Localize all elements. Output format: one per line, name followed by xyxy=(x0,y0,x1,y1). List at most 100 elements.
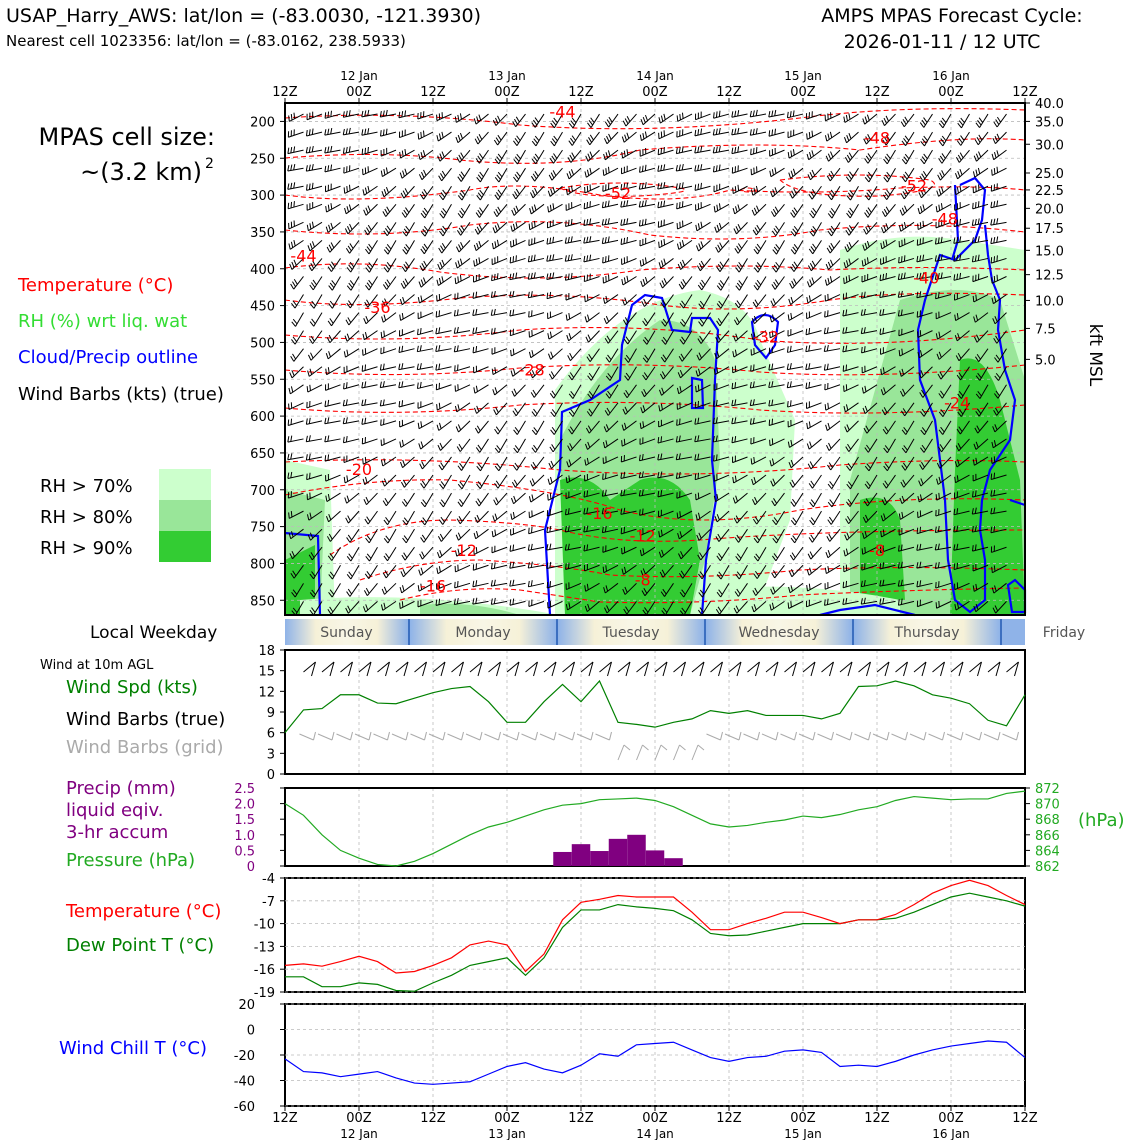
wind-barb xyxy=(532,439,544,453)
wind-barb-shaft xyxy=(806,385,822,389)
wind-barb-flag xyxy=(491,310,492,316)
wind-barb xyxy=(621,237,636,245)
wind-barb xyxy=(476,439,488,452)
wind-barb-flag xyxy=(808,266,811,271)
wind-barb-flag xyxy=(529,224,530,230)
wind-barb xyxy=(622,276,637,285)
wind-barb-shaft xyxy=(362,421,378,424)
wind-barb xyxy=(791,511,803,525)
wind-barb-flag xyxy=(439,248,442,253)
wind-barb-shaft xyxy=(940,168,951,180)
wind-barb xyxy=(827,529,840,541)
wind-barb-flag xyxy=(624,238,625,244)
wind-barb-flag xyxy=(811,518,815,523)
wind-barb-flag xyxy=(738,110,739,116)
wind-barb-shaft xyxy=(607,313,618,324)
wind-barb-flag xyxy=(496,138,499,143)
wind-barb-shaft xyxy=(850,168,859,181)
wind-barb-flag xyxy=(294,146,295,152)
wind-barb-flag xyxy=(645,219,646,225)
wind-barb-shaft xyxy=(824,367,840,370)
wind-barb-flag xyxy=(717,267,720,272)
wind-barb-shaft xyxy=(904,114,914,127)
wind-barb-flag xyxy=(602,238,603,244)
wind-barb-flag xyxy=(458,466,462,471)
wind-barb xyxy=(641,114,655,125)
wind-barb-shaft xyxy=(491,601,507,604)
wind-barb-shaft xyxy=(732,168,747,173)
wind-barb xyxy=(288,436,304,443)
temperature-contour-label: -48 xyxy=(932,210,958,229)
wind-barb-flag xyxy=(530,208,532,214)
wind-barb-flag xyxy=(828,278,829,284)
wind-barb-flag xyxy=(437,552,439,558)
wind-barb xyxy=(347,583,359,596)
wind-barb-flag xyxy=(291,356,294,361)
wind-barb-flag xyxy=(920,527,921,533)
wind-barb xyxy=(437,403,452,410)
wind-barb-flag xyxy=(568,274,569,280)
wind-barb-shaft xyxy=(828,547,840,558)
wind-barb-flag xyxy=(514,430,518,435)
wind-barb-flag xyxy=(491,292,492,298)
wind-barb-flag xyxy=(773,298,776,303)
wind-barb-flag xyxy=(474,408,476,414)
wind-barb-flag xyxy=(400,441,401,447)
wind-barb xyxy=(696,112,711,120)
wind-barb xyxy=(791,258,803,271)
wind-barb xyxy=(291,276,304,289)
wind-barb-flag xyxy=(492,275,493,281)
wind-barb-flag xyxy=(402,346,403,352)
wind-barb xyxy=(532,150,544,164)
wind-barb-shaft xyxy=(584,276,599,281)
wind-barb-flag xyxy=(788,314,789,320)
wind-barb-flag xyxy=(328,454,329,460)
wind-ytick-label: 6 xyxy=(267,727,275,742)
wind-barb-flag xyxy=(496,407,499,412)
wind-barb xyxy=(899,222,914,231)
wind-barb-shaft xyxy=(510,313,526,316)
wind-barb-flag xyxy=(495,367,496,373)
wind-barb xyxy=(825,582,840,589)
wind-barb-flag xyxy=(901,545,902,551)
wind-barb-flag xyxy=(957,141,960,146)
wind-barb-flag xyxy=(402,440,403,446)
wind-barb-shaft xyxy=(515,475,525,487)
wind-barb-flag xyxy=(384,587,386,593)
wind-barb-flag xyxy=(584,256,585,262)
wind-barb-flag xyxy=(868,224,871,229)
wind-barb-flag xyxy=(809,345,810,351)
wind-barb-flag xyxy=(514,159,518,164)
wind-barb-flag xyxy=(306,147,307,153)
wind-barb-flag xyxy=(900,210,902,216)
wind-barb-flag xyxy=(402,585,404,591)
wind-barb-flag xyxy=(789,173,791,179)
wind-barb-shaft xyxy=(400,331,415,337)
wind-barb xyxy=(826,150,840,161)
wind-barb-flag xyxy=(532,448,536,453)
wind-barb-flag xyxy=(439,278,440,284)
wind-barb-shaft xyxy=(495,511,507,521)
wind-barb-flag xyxy=(289,116,290,122)
wind-barb-shaft xyxy=(292,367,303,378)
wind-barb-flag xyxy=(642,219,643,225)
wind-barb-flag xyxy=(402,400,403,406)
wind-barb-flag xyxy=(976,295,977,301)
wind-barb-flag xyxy=(828,231,832,236)
wind-barb-flag xyxy=(678,264,680,270)
wind-barb-flag xyxy=(531,580,532,586)
wind-barb xyxy=(771,204,784,216)
wind-barb-flag xyxy=(330,264,333,269)
wind-barb-shaft xyxy=(602,240,618,243)
wind-barb xyxy=(788,313,803,321)
wind-barb-flag xyxy=(424,208,428,213)
wind-barb-flag xyxy=(439,423,441,429)
wind-barb xyxy=(363,348,378,355)
wind-barb-flag xyxy=(418,133,419,139)
wind-barb-shaft xyxy=(424,475,433,488)
wind-barb-flag xyxy=(602,202,603,208)
wind-barb-shaft xyxy=(462,457,470,471)
wind-barb xyxy=(991,201,1007,208)
wind-barb-flag xyxy=(346,382,347,388)
